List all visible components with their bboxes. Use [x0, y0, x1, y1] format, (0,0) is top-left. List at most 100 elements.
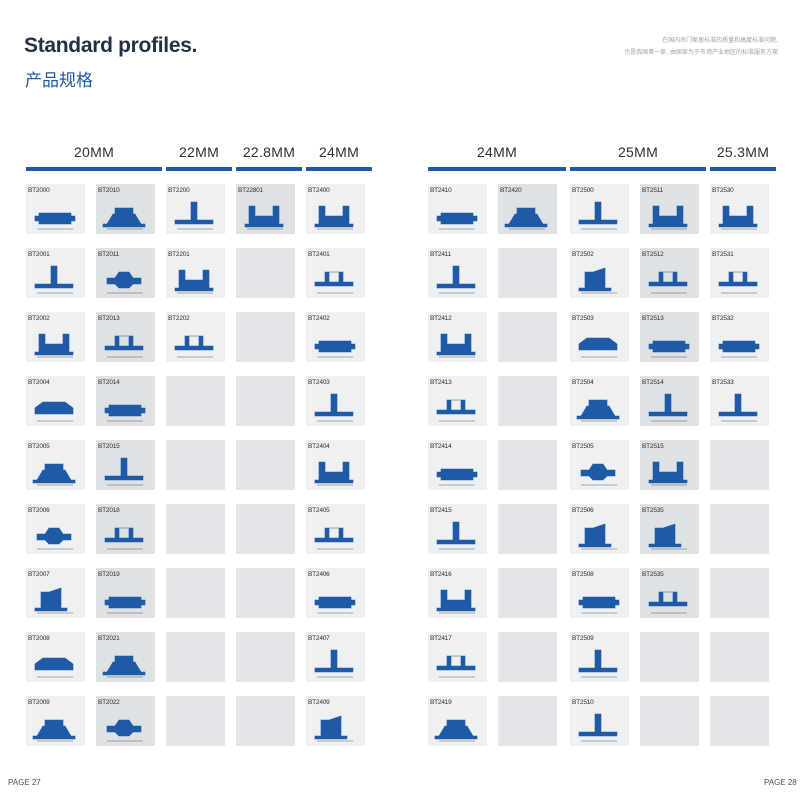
profile-cell: BT2202: [166, 312, 225, 362]
profile-drawing: [104, 596, 146, 614]
profile-code: BT2002: [28, 315, 50, 322]
profile-cell: BT2514: [640, 376, 699, 426]
profile-code: BT2417: [430, 635, 452, 642]
profile-cell: BT2505: [570, 440, 629, 490]
profile-shape: [578, 267, 612, 292]
empty-cell: [498, 312, 557, 362]
profile-cell: BT2021: [96, 632, 155, 682]
profile-code: BT22801: [238, 187, 263, 194]
group-header-25-3mm: 25.3MM: [716, 144, 770, 160]
profile-code: BT2014: [98, 379, 120, 386]
empty-cell: [498, 504, 557, 554]
profile-code: BT2010: [98, 187, 120, 194]
profile-shape: [436, 212, 478, 225]
profile-shape: [104, 527, 144, 543]
profile-cell: BT2014: [96, 376, 155, 426]
profile-shape: [314, 205, 354, 228]
profile-shape: [576, 399, 620, 420]
profile-drawing: [436, 468, 478, 486]
profile-code: BT2406: [308, 571, 330, 578]
profile-drawing: [648, 340, 690, 358]
profile-cell: BT2405: [306, 504, 365, 554]
profile-cell: BT2022: [96, 696, 155, 746]
profile-drawing: [104, 527, 144, 550]
profile-shape: [718, 205, 758, 228]
profile-drawing: [314, 205, 354, 230]
group-bar-24mm-right: [428, 167, 566, 171]
empty-cell: [498, 632, 557, 682]
profile-shape: [436, 468, 478, 481]
profile-cell: BT2413: [428, 376, 487, 426]
profile-shape: [436, 521, 476, 545]
profile-shape: [314, 715, 348, 740]
empty-cell: [166, 376, 225, 426]
profile-code: BT2201: [168, 251, 190, 258]
profile-code: BT2403: [308, 379, 330, 386]
profile-shape: [314, 649, 354, 673]
profile-shape: [436, 333, 476, 356]
profile-code: BT2009: [28, 699, 50, 706]
profile-code: BT2532: [712, 315, 734, 322]
profile-drawing: [648, 523, 687, 550]
profile-drawing: [578, 523, 617, 550]
empty-cell: [236, 632, 295, 682]
profile-drawing: [436, 333, 476, 358]
group-header-20mm: 20MM: [73, 144, 115, 160]
profile-shape: [578, 201, 618, 225]
profile-drawing: [436, 265, 476, 294]
profile-drawing: [436, 212, 478, 230]
empty-cell: [166, 504, 225, 554]
profile-shape: [34, 657, 74, 671]
profile-cell: BT2013: [96, 312, 155, 362]
profile-shape: [580, 463, 616, 481]
profile-code: BT2509: [572, 635, 594, 642]
profile-drawing: [106, 719, 143, 742]
profile-cell: BT2010: [96, 184, 155, 234]
profile-code: BT2001: [28, 251, 50, 258]
profile-code: BT2410: [430, 187, 452, 194]
empty-cell: [640, 632, 699, 682]
profile-cell: BT2500: [570, 184, 629, 234]
profile-drawing: [578, 337, 618, 358]
profile-cell: BT2535: [640, 568, 699, 618]
profile-code: BT2409: [308, 699, 330, 706]
profile-cell: BT2509: [570, 632, 629, 682]
profile-drawing: [244, 205, 284, 230]
profile-drawing: [718, 271, 758, 294]
profile-cell: BT2504: [570, 376, 629, 426]
profile-cell: BT2019: [96, 568, 155, 618]
profile-cell: BT2530: [710, 184, 769, 234]
profile-code: BT2533: [712, 379, 734, 386]
profile-drawing: [314, 393, 354, 422]
profile-cell: BT2508: [570, 568, 629, 618]
profile-drawing: [718, 205, 758, 230]
profile-drawing: [174, 335, 214, 358]
profile-shape: [648, 205, 688, 228]
profile-cell: BT2008: [26, 632, 85, 682]
profile-drawing: [578, 596, 620, 614]
profile-cell: BT2532: [710, 312, 769, 362]
profile-shape: [314, 393, 354, 417]
profile-cell: BT22801: [236, 184, 295, 234]
profile-drawing: [174, 201, 214, 230]
profile-shape: [578, 523, 612, 548]
profile-code: BT2510: [572, 699, 594, 706]
profile-shape: [504, 207, 548, 228]
profile-code: BT2402: [308, 315, 330, 322]
empty-cell: [236, 312, 295, 362]
profile-cell: BT2015: [96, 440, 155, 490]
profile-cell: BT2401: [306, 248, 365, 298]
profile-cell: BT2000: [26, 184, 85, 234]
profile-cell: BT2533: [710, 376, 769, 426]
profile-cell: BT2409: [306, 696, 365, 746]
profile-code: BT2531: [712, 251, 734, 258]
profile-shape: [314, 527, 354, 543]
group-header-25mm: 25MM: [617, 144, 659, 160]
group-header-24mm-right: 24MM: [476, 144, 518, 160]
profile-shape: [314, 340, 356, 353]
profile-drawing: [314, 649, 354, 678]
profile-cell: BT2411: [428, 248, 487, 298]
profile-drawing: [104, 335, 144, 358]
empty-cell: [710, 504, 769, 554]
empty-cell: [710, 440, 769, 490]
